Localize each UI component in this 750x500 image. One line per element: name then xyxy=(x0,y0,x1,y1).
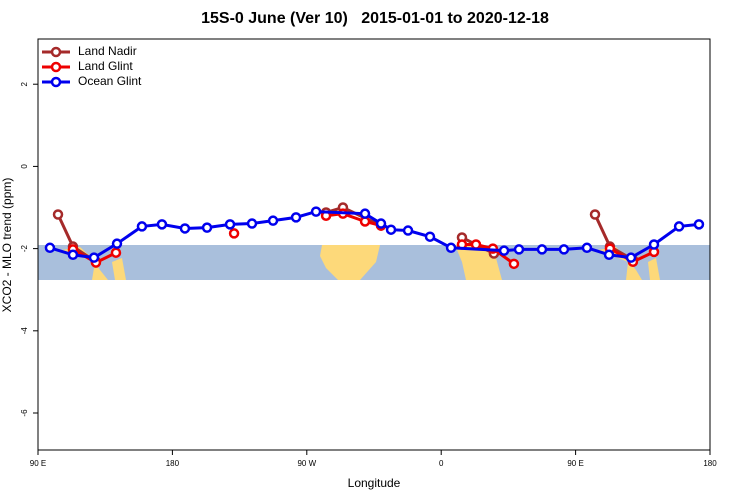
point xyxy=(581,242,593,254)
legend-label: Land Nadir xyxy=(78,44,137,58)
x-tick-label: 180 xyxy=(166,459,180,468)
y-tick-label: 2 xyxy=(20,81,29,86)
x-axis-label: Longitude xyxy=(348,476,401,490)
point xyxy=(290,212,302,223)
point xyxy=(508,258,520,270)
point xyxy=(88,252,100,263)
x-tick-label: 90 E xyxy=(30,459,46,468)
y-tick-label: -6 xyxy=(20,409,29,417)
point xyxy=(179,223,191,234)
point xyxy=(359,208,371,219)
point xyxy=(385,224,397,235)
x-tick-label: 0 xyxy=(439,459,444,468)
point xyxy=(111,238,123,249)
point xyxy=(625,252,637,263)
legend-label: Ocean Glint xyxy=(78,74,142,88)
legend-label: Land Glint xyxy=(78,59,133,73)
point xyxy=(110,247,122,258)
point xyxy=(648,239,660,250)
point xyxy=(228,228,240,239)
x-tick-label: 90 E xyxy=(567,459,583,468)
point xyxy=(513,244,525,255)
y-axis-label: XCO2 - MLO trend (ppm) xyxy=(0,178,14,313)
point xyxy=(536,244,548,255)
x-tick-label: 180 xyxy=(703,459,717,468)
point xyxy=(402,225,414,236)
plot-frame xyxy=(37,38,711,451)
y-tick-label: -4 xyxy=(20,327,29,335)
point xyxy=(310,206,322,217)
point xyxy=(375,218,387,229)
point xyxy=(267,215,279,226)
legend-marker xyxy=(50,76,62,88)
y-tick-label: -2 xyxy=(20,245,29,253)
point xyxy=(246,218,258,229)
point xyxy=(201,222,213,233)
point xyxy=(589,209,601,220)
point xyxy=(673,221,685,232)
point xyxy=(498,245,510,256)
point xyxy=(44,242,56,254)
point xyxy=(156,219,168,230)
point xyxy=(603,249,615,261)
point xyxy=(424,231,436,242)
point xyxy=(136,221,148,232)
chart-title: 15S-0 June (Ver 10) 2015-01-01 to 2020-1… xyxy=(201,10,549,27)
y-tick-label: 0 xyxy=(20,164,29,169)
point xyxy=(52,209,64,220)
point xyxy=(558,244,570,255)
legend-marker xyxy=(50,61,62,73)
point xyxy=(693,219,705,230)
legend-marker xyxy=(50,46,62,58)
point xyxy=(67,249,79,261)
point xyxy=(470,239,482,250)
point xyxy=(445,242,457,254)
point xyxy=(224,219,236,230)
x-tick-label: 90 W xyxy=(297,459,316,468)
